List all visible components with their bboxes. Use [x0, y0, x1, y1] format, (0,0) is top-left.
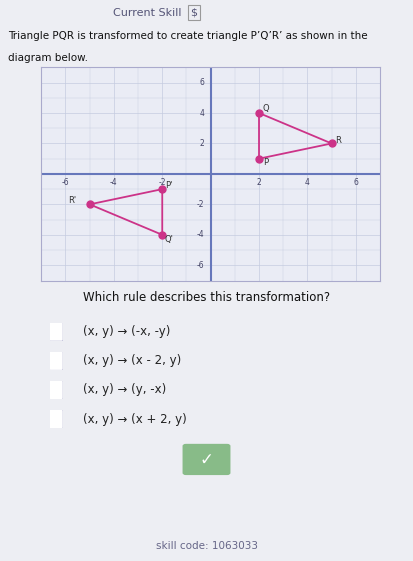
Text: -4: -4 — [197, 231, 204, 240]
Text: Q: Q — [263, 104, 269, 113]
FancyBboxPatch shape — [49, 409, 64, 429]
FancyBboxPatch shape — [49, 321, 64, 342]
Text: Current Skill: Current Skill — [113, 8, 182, 17]
Text: -2: -2 — [197, 200, 204, 209]
Text: (x, y) → (y, -x): (x, y) → (y, -x) — [83, 383, 166, 397]
Text: -6: -6 — [197, 261, 204, 270]
Text: -4: -4 — [110, 178, 118, 187]
Text: -2: -2 — [159, 178, 166, 187]
Text: Triangle PQR is transformed to create triangle P’Q’R’ as shown in the: Triangle PQR is transformed to create tr… — [8, 31, 368, 41]
Text: Which rule describes this transformation?: Which rule describes this transformation… — [83, 291, 330, 304]
Text: 6: 6 — [354, 178, 358, 187]
Text: P: P — [263, 158, 268, 167]
Text: Q': Q' — [165, 234, 173, 243]
Text: R': R' — [68, 196, 76, 205]
Text: -6: -6 — [62, 178, 69, 187]
FancyBboxPatch shape — [49, 351, 64, 371]
Text: diagram below.: diagram below. — [8, 53, 88, 63]
Text: 4: 4 — [305, 178, 310, 187]
Text: 6: 6 — [200, 78, 204, 87]
Text: skill code: 1063033: skill code: 1063033 — [156, 541, 257, 550]
Text: R: R — [335, 136, 341, 145]
Text: 4: 4 — [200, 108, 204, 117]
Text: (x, y) → (x + 2, y): (x, y) → (x + 2, y) — [83, 412, 186, 426]
Text: (x, y) → (-x, -y): (x, y) → (-x, -y) — [83, 325, 170, 338]
Text: 2: 2 — [256, 178, 261, 187]
Text: 2: 2 — [200, 139, 204, 148]
FancyBboxPatch shape — [49, 380, 64, 400]
Text: ✓: ✓ — [199, 450, 214, 468]
Text: P': P' — [165, 181, 172, 190]
Text: (x, y) → (x - 2, y): (x, y) → (x - 2, y) — [83, 354, 181, 367]
Text: $: $ — [191, 8, 197, 17]
FancyBboxPatch shape — [183, 444, 230, 475]
